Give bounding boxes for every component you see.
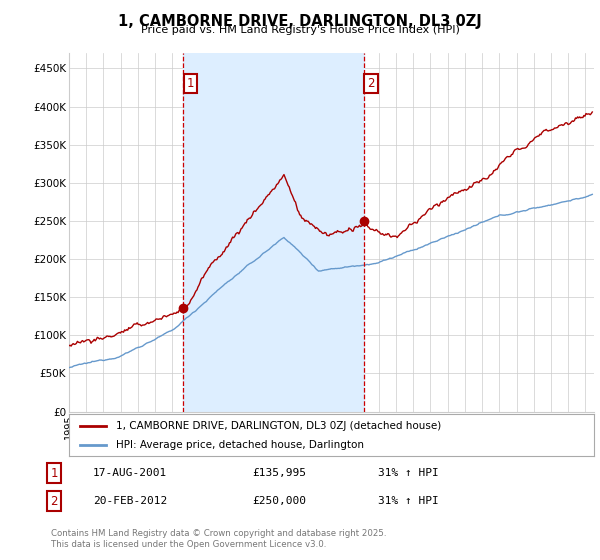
Text: 31% ↑ HPI: 31% ↑ HPI — [378, 468, 439, 478]
Text: 1: 1 — [187, 77, 194, 90]
Text: 1, CAMBORNE DRIVE, DARLINGTON, DL3 0ZJ (detached house): 1, CAMBORNE DRIVE, DARLINGTON, DL3 0ZJ (… — [116, 421, 442, 431]
Text: 1: 1 — [50, 466, 58, 480]
Text: £250,000: £250,000 — [252, 496, 306, 506]
Text: 2: 2 — [367, 77, 375, 90]
Text: 17-AUG-2001: 17-AUG-2001 — [93, 468, 167, 478]
Text: Price paid vs. HM Land Registry's House Price Index (HPI): Price paid vs. HM Land Registry's House … — [140, 25, 460, 35]
Text: HPI: Average price, detached house, Darlington: HPI: Average price, detached house, Darl… — [116, 440, 364, 450]
Bar — [183, 53, 364, 412]
Text: 1, CAMBORNE DRIVE, DARLINGTON, DL3 0ZJ: 1, CAMBORNE DRIVE, DARLINGTON, DL3 0ZJ — [118, 14, 482, 29]
Text: Contains HM Land Registry data © Crown copyright and database right 2025.
This d: Contains HM Land Registry data © Crown c… — [51, 529, 386, 549]
Text: £135,995: £135,995 — [252, 468, 306, 478]
Text: 31% ↑ HPI: 31% ↑ HPI — [378, 496, 439, 506]
Text: 20-FEB-2012: 20-FEB-2012 — [93, 496, 167, 506]
Text: 2: 2 — [50, 494, 58, 508]
